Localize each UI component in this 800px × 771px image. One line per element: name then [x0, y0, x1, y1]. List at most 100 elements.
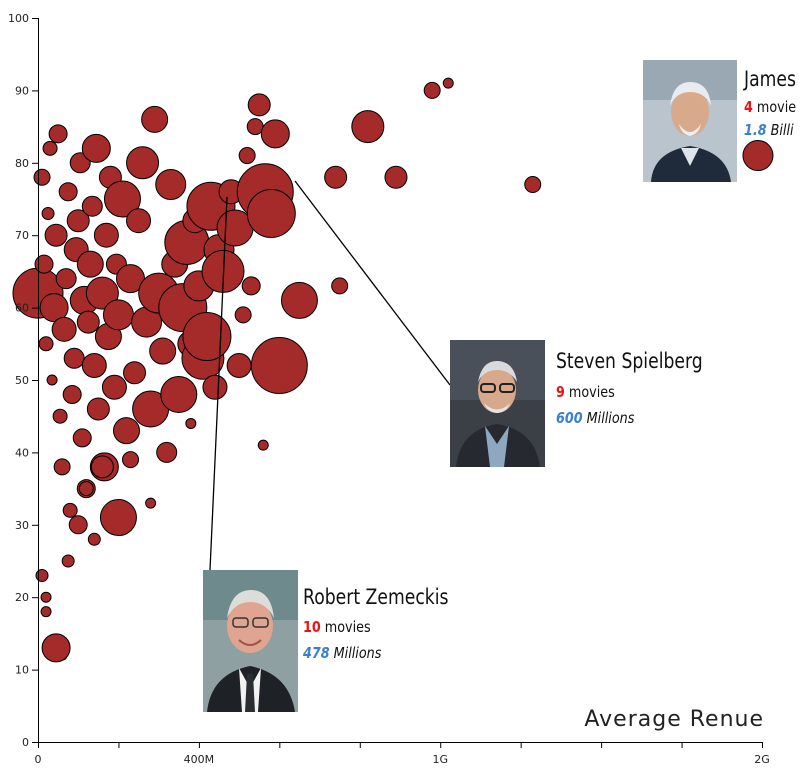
bubble-19 [66, 209, 90, 233]
bubble-91 [99, 499, 137, 537]
bubble-94 [185, 417, 197, 429]
revenue-number: 478 [303, 644, 330, 662]
bubble-77 [280, 281, 318, 319]
annotation-card-james: James 4 movie 1.8 Billi [643, 60, 800, 185]
bubble-43 [126, 146, 160, 180]
movie-count: 4 movie [744, 98, 796, 116]
bubble-25 [76, 250, 104, 278]
bubble-4 [41, 206, 55, 220]
bubble-87 [40, 591, 52, 603]
y-tick-label: 50 [15, 374, 29, 387]
movie-count-number: 4 [744, 98, 753, 116]
bubble-98 [90, 455, 114, 479]
bubble-66 [226, 353, 252, 379]
bubble-99 [122, 451, 140, 469]
axes [38, 18, 762, 743]
y-tick-label: 20 [15, 591, 29, 604]
leader-line-zemeckis [209, 196, 228, 571]
y-tick-label: 60 [15, 302, 29, 315]
bubble-5 [42, 140, 58, 156]
bubble-80 [351, 110, 385, 144]
bubble-84 [524, 176, 542, 194]
y-tick-label: 70 [15, 229, 29, 242]
bubble-46 [141, 105, 169, 133]
bubble-70 [246, 118, 264, 136]
portrait-icon [643, 60, 737, 182]
movie-count-suffix: movies [564, 383, 615, 401]
movie-count: 10 movies [303, 618, 371, 636]
bubble-96 [61, 554, 75, 568]
bubble-59 [182, 312, 232, 362]
bubble-50 [155, 169, 187, 201]
y-tick-label: 80 [15, 157, 29, 170]
x-tick-label: 400M [184, 753, 215, 766]
bubble-79 [331, 277, 349, 295]
bubble-1 [33, 168, 51, 186]
average-revenue: 600 Millions [556, 409, 634, 427]
bubble-41 [123, 361, 147, 385]
bubble-72 [257, 439, 269, 451]
bubble-81 [384, 165, 408, 189]
bubble-35 [101, 374, 127, 400]
y-axis-ticks: 0 10 20 30 40 50 60 70 80 90 100 [8, 12, 38, 749]
bubble-9 [48, 124, 68, 144]
bubble-13 [55, 268, 77, 290]
bubble-2 [34, 254, 54, 274]
bubble-28 [81, 133, 111, 163]
bubble-69 [241, 276, 261, 296]
bubble-layer [12, 77, 774, 663]
bubble-24 [76, 310, 100, 334]
bubble-88 [41, 633, 71, 663]
bubble-38 [103, 180, 141, 218]
bubble-71 [247, 93, 271, 117]
movie-count-suffix: movies [320, 618, 371, 636]
bubble-14 [58, 182, 78, 202]
x-axis-ticks: 0 400M 1G 2G [35, 742, 770, 766]
portrait-icon [450, 340, 545, 467]
revenue-number: 1.8 [744, 121, 767, 139]
bubble-29 [86, 397, 110, 421]
annotation-card-spielberg: Steven Spielberg 9 movies 600 Millions [450, 340, 730, 468]
y-tick-label: 30 [15, 519, 29, 532]
bubble-74 [246, 188, 296, 238]
bubble-8 [44, 223, 68, 247]
y-tick-label: 10 [15, 664, 29, 677]
bubble-61 [202, 374, 228, 400]
bubble-83 [442, 77, 454, 89]
bubble-16 [62, 384, 82, 404]
revenue-suffix: Millions [582, 409, 635, 427]
bubble-68 [238, 147, 256, 165]
bubble-12 [51, 316, 77, 342]
bubble-20 [69, 152, 91, 174]
bubble-39 [112, 417, 140, 445]
y-tick-label: 40 [15, 446, 29, 459]
bubble-26 [81, 195, 103, 217]
bubble-21 [72, 428, 92, 448]
y-tick-label: 100 [8, 12, 29, 25]
bubble-49 [156, 441, 178, 463]
bubble-10 [52, 408, 68, 424]
bubble-78 [324, 165, 348, 189]
revenue-suffix: Millions [329, 644, 382, 662]
bubble-92 [87, 532, 101, 546]
bubble-48 [149, 337, 177, 365]
bubble-32 [93, 222, 119, 248]
bubble-93 [145, 497, 157, 509]
portrait-icon [203, 570, 298, 712]
bubble-17 [63, 347, 85, 369]
bubble-37 [102, 299, 134, 331]
movie-count-suffix: movie [752, 98, 797, 116]
bubble-52 [160, 375, 198, 413]
bubble-76 [250, 337, 308, 395]
director-photo-james [643, 60, 737, 182]
bubble-89 [35, 568, 49, 582]
leader-lines [209, 180, 451, 571]
director-name: Robert Zemeckis [303, 585, 449, 609]
leader-line-spielberg [294, 180, 451, 386]
x-axis-title: Average Renue [584, 707, 764, 732]
director-name: James [744, 67, 796, 91]
revenue-number: 600 [556, 409, 583, 427]
bubble-75 [260, 119, 290, 149]
movie-count-number: 10 [303, 618, 321, 636]
